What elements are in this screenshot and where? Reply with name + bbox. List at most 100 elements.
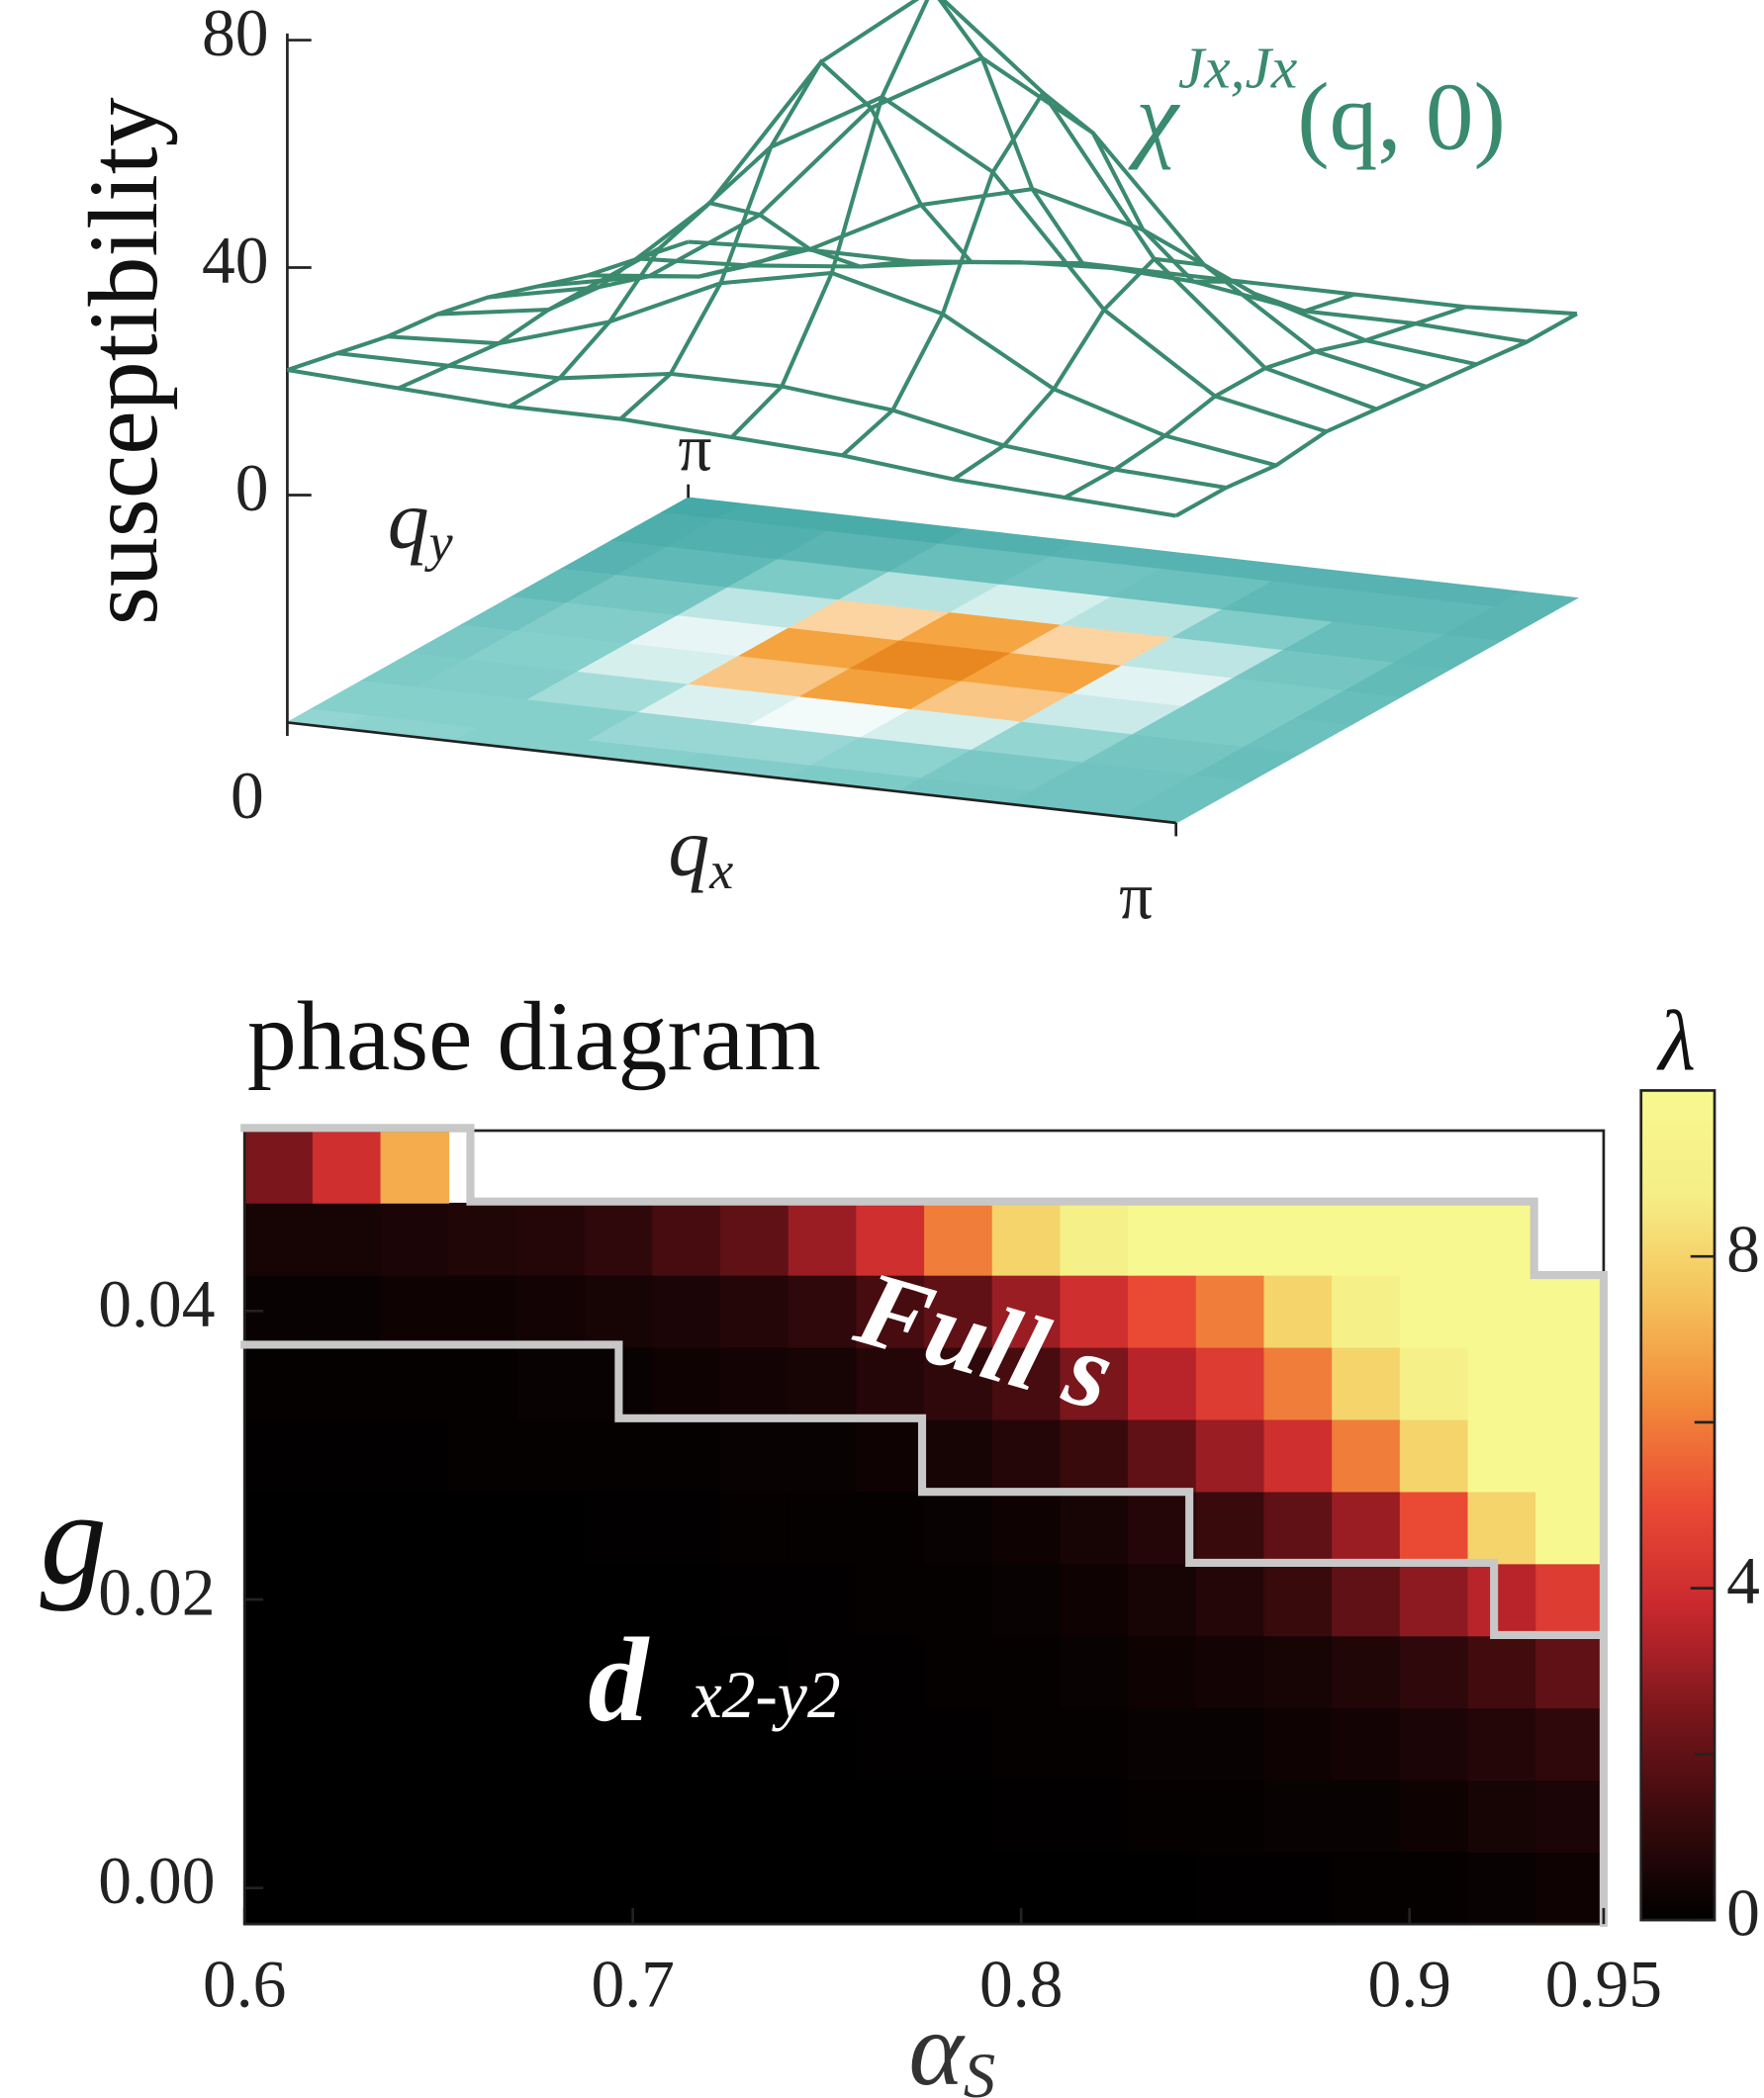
heatmap-cell: [1195, 1418, 1265, 1493]
heatmap-cell: [1467, 1491, 1537, 1565]
heatmap-cell: [924, 1707, 993, 1781]
heatmap-cell: [652, 1346, 721, 1420]
heatmap-cell: [1263, 1346, 1333, 1420]
heatmap-cell: [991, 1707, 1062, 1781]
heatmap-cell: [448, 1563, 517, 1637]
heatmap-cell: [856, 1635, 925, 1709]
heatmap-cell: [1060, 1202, 1129, 1276]
heatmap-cell: [1467, 1418, 1537, 1493]
phase-boundary-upper: [240, 1124, 1608, 1927]
heatmap-cell: [719, 1274, 789, 1348]
heatmap-cell: [1332, 1563, 1401, 1637]
heatmap-cell: [1467, 1346, 1537, 1420]
heatmap-cell: [856, 1779, 925, 1854]
heatmap-cell: [1467, 1852, 1537, 1925]
heatmap-cell: [244, 1635, 314, 1709]
heatmap-cell: [856, 1491, 925, 1565]
heatmap-cell: [924, 1274, 993, 1348]
heatmap-cell: [991, 1779, 1062, 1854]
heatmap-cell: [1195, 1274, 1265, 1348]
colorbar-tick-label: 4: [1726, 1544, 1760, 1618]
heatmap-cell: [1399, 1346, 1469, 1420]
heatmap-cell: [924, 1418, 993, 1493]
annotation-d: d: [588, 1614, 650, 1747]
heatmap-cell: [448, 1274, 517, 1348]
z-tick-label: 40: [202, 224, 269, 298]
heatmap-cell: [652, 1418, 721, 1493]
heatmap-cell: [1060, 1346, 1129, 1420]
heatmap-cell: [312, 1418, 382, 1493]
heatmap-cell: [380, 1563, 450, 1637]
heatmap-cell: [652, 1491, 721, 1565]
surface-chart: susceptibility χJx,Jx(q, 0) qx qy 040800…: [68, 0, 1580, 934]
heatmap-cell: [380, 1202, 450, 1276]
colorbar-label: λ: [1655, 994, 1695, 1089]
heatmap-cell: [788, 1635, 858, 1709]
heatmap-cell: [312, 1852, 382, 1925]
heatmap-cell: [380, 1274, 450, 1348]
heatmap-cell: [719, 1418, 789, 1493]
x-axis-label-sub: x: [708, 841, 733, 900]
heatmap-cell: [1263, 1491, 1333, 1565]
heatmap-cell: [991, 1418, 1062, 1493]
y-tick-label: 0.04: [98, 1267, 215, 1341]
heatmap-cell: [1195, 1707, 1265, 1781]
heatmap-cell: [380, 1491, 450, 1565]
x-tick-label: 0.9: [1367, 1947, 1450, 2021]
heatmap-cell: [584, 1491, 654, 1565]
heatmap-cell: [1128, 1346, 1197, 1420]
x-tick-label: 0.7: [591, 1947, 674, 2021]
heatmap-cell: [1195, 1779, 1265, 1854]
heatmap-cell: [856, 1707, 925, 1781]
heatmap-cell: [515, 1418, 586, 1493]
heatmap-cell: [1128, 1635, 1197, 1709]
heatmap-cell: [1263, 1779, 1333, 1854]
x-axis-label-main: α: [909, 1991, 967, 2098]
heatmap-cell: [1060, 1852, 1129, 1925]
heatmap-cell: [380, 1131, 450, 1204]
heatmap-cell: [856, 1563, 925, 1637]
heatmap-cell: [312, 1202, 382, 1276]
annotation-d-sub: x2-y2: [692, 1658, 841, 1732]
y-axis-label: qy: [388, 475, 454, 574]
heatmap-cell: [1399, 1274, 1469, 1348]
floor-map: [285, 497, 1580, 824]
heatmap-cell: [1263, 1274, 1333, 1348]
wire-column: [618, 58, 1022, 421]
heatmap-cell: [584, 1852, 654, 1925]
heatmap-cell: [1399, 1635, 1469, 1709]
annotation-argument: (q, 0): [1297, 64, 1506, 171]
heatmap-cell: [515, 1563, 586, 1637]
annotation: χJx,Jx(q, 0): [1128, 35, 1506, 171]
heatmap-cell: [448, 1346, 517, 1420]
heatmap-cell: [991, 1491, 1062, 1565]
heatmap-cell: [312, 1274, 382, 1348]
heatmap-cell: [856, 1274, 925, 1348]
heatmap-cell: [719, 1635, 789, 1709]
heatmap-cell: [1195, 1346, 1265, 1420]
x-axis-label-main: q: [668, 802, 709, 894]
wire-column: [1064, 305, 1467, 500]
heatmap-cell: [1128, 1779, 1197, 1854]
y-tick-label: π: [678, 410, 711, 485]
heatmap-cells: [244, 1131, 1605, 1925]
heatmap-cell: [244, 1418, 314, 1493]
heatmap-cell: [1535, 1635, 1605, 1709]
heatmap-cell: [312, 1346, 382, 1420]
heatmap-cell: [1332, 1491, 1401, 1565]
heatmap-cell: [1060, 1563, 1129, 1637]
heatmap-cell: [1263, 1635, 1333, 1709]
heatmap-cell: [1060, 1491, 1129, 1565]
heatmap-cell: [788, 1707, 858, 1781]
heatmap-cell: [515, 1346, 586, 1420]
heatmap-chart: phase diagram Full s d x2-y2 g αS λ 0.6 0…: [41, 981, 1760, 2098]
heatmap-cell: [244, 1707, 314, 1781]
wire-column: [397, 246, 800, 391]
heatmap-cell: [652, 1274, 721, 1348]
heatmap-cell: [719, 1779, 789, 1854]
heatmap-cell: [788, 1418, 858, 1493]
heatmap-cell: [515, 1635, 586, 1709]
heatmap-cell: [1195, 1635, 1265, 1709]
y-axis-label-sub: y: [424, 513, 454, 573]
